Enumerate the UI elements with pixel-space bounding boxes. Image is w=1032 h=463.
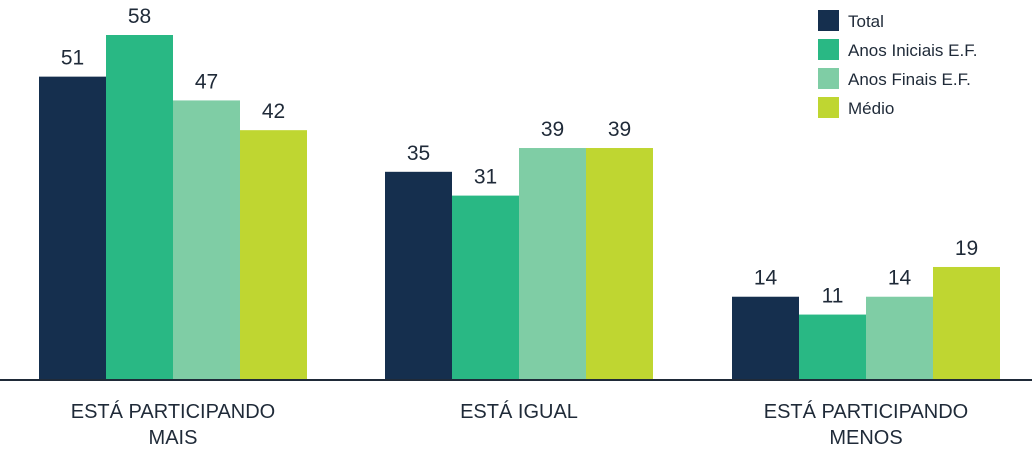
bar-3-1	[732, 296, 799, 380]
bar-1-4	[240, 130, 307, 380]
value-label: 39	[541, 118, 564, 141]
legend: Total Anos Iniciais E.F. Anos Finais E.F. M…	[818, 10, 977, 118]
legend-swatch	[818, 97, 839, 118]
value-label: 58	[128, 5, 151, 28]
bars-layer	[39, 35, 1000, 381]
bar-1-2	[106, 35, 173, 380]
category-label: ESTÁ PARTICIPANDO	[71, 400, 275, 423]
value-label: 47	[195, 70, 218, 93]
legend-label: Médio	[848, 99, 894, 118]
value-labels-layer: 51 58 47 42 35 31 39 39 14 11 14 19	[61, 5, 978, 308]
bar-3-4	[933, 266, 1000, 380]
legend-swatch	[818, 39, 839, 60]
value-label: 19	[955, 237, 978, 260]
category-labels-layer: ESTÁ PARTICIPANDO MAIS ESTÁ IGUAL ESTÁ PART…	[71, 400, 968, 449]
value-label: 42	[262, 100, 285, 123]
category-label: MENOS	[829, 427, 902, 449]
bar-2-2	[452, 195, 519, 380]
category-label: ESTÁ IGUAL	[460, 400, 578, 423]
bar-3-3	[866, 296, 933, 380]
bar-2-1	[385, 171, 452, 380]
bar-3-2	[799, 314, 866, 380]
category-label: MAIS	[149, 427, 198, 449]
value-label: 14	[888, 267, 912, 290]
value-label: 11	[822, 285, 844, 308]
legend-label: Total	[848, 12, 884, 31]
legend-label: Anos Iniciais E.F.	[848, 41, 977, 60]
legend-swatch	[818, 10, 839, 31]
bar-1-3	[173, 100, 240, 381]
legend-label: Anos Finais E.F.	[848, 70, 971, 89]
bar-2-3	[519, 148, 586, 380]
value-label: 39	[608, 118, 631, 141]
bar-2-4	[586, 148, 653, 380]
category-label: ESTÁ PARTICIPANDO	[764, 400, 968, 423]
value-label: 31	[474, 166, 497, 189]
legend-swatch	[818, 68, 839, 89]
bar-1-1	[39, 76, 106, 380]
value-label: 14	[754, 267, 778, 290]
value-label: 51	[61, 47, 84, 70]
value-label: 35	[407, 142, 430, 165]
